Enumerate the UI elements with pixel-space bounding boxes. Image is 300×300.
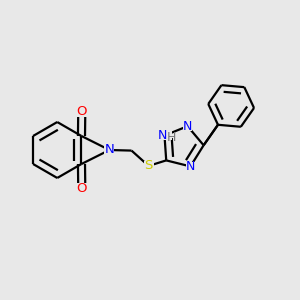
Text: O: O — [76, 182, 87, 195]
Text: N: N — [158, 129, 167, 142]
Bar — [144, 161, 154, 171]
Bar — [186, 162, 195, 171]
Bar — [157, 131, 172, 140]
Bar — [76, 106, 87, 117]
Text: N: N — [105, 143, 114, 157]
Text: S: S — [144, 159, 153, 172]
Text: N: N — [183, 120, 192, 133]
Text: O: O — [76, 105, 87, 119]
Text: N: N — [186, 160, 195, 173]
Bar — [76, 183, 87, 194]
Text: H: H — [166, 131, 176, 144]
Bar — [104, 145, 115, 155]
Bar — [183, 122, 192, 131]
